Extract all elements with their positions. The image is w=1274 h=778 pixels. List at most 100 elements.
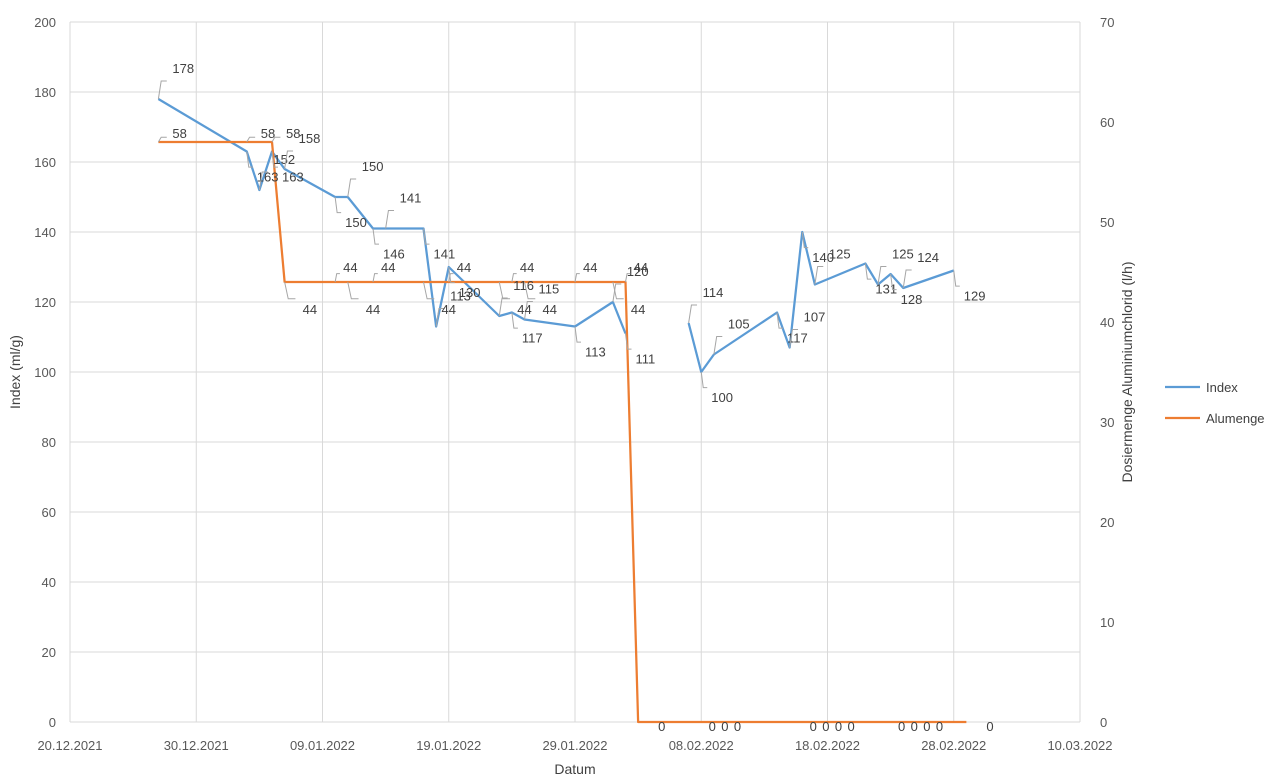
- label-leader-line: [448, 273, 454, 283]
- y-left-tick-label: 80: [42, 435, 56, 450]
- index-data-label: 150: [362, 159, 384, 174]
- index-data-label: 111: [636, 352, 656, 367]
- alumenge-data-label: 0: [898, 719, 905, 734]
- alumenge-data-label: 44: [343, 260, 357, 275]
- alumenge-data-label: 0: [986, 719, 993, 734]
- y-left-tick-label: 60: [42, 505, 56, 520]
- label-leader-line: [776, 312, 783, 329]
- alumenge-data-label: 44: [631, 302, 645, 317]
- y-left-tick-label: 180: [34, 85, 56, 100]
- index-data-label: 124: [917, 250, 939, 265]
- alumenge-data-label: 0: [709, 719, 716, 734]
- index-data-label: 141: [434, 247, 456, 262]
- index-data-label: 131: [875, 282, 897, 297]
- alumenge-data-label: 58: [261, 126, 275, 141]
- index-data-label: 116: [513, 278, 534, 293]
- label-leader-line: [574, 326, 581, 343]
- x-tick-label: 30.12.2021: [164, 738, 229, 753]
- y-left-tick-label: 140: [34, 225, 56, 240]
- index-data-label: 128: [901, 292, 923, 307]
- alumenge-data-label: 0: [911, 719, 918, 734]
- index-data-label: 146: [383, 247, 405, 262]
- alumenge-data-label: 0: [822, 719, 829, 734]
- index-data-label: 152: [273, 152, 295, 167]
- index-data-label: 141: [400, 191, 422, 206]
- index-data-label: 130: [459, 285, 481, 300]
- label-leader-line: [524, 281, 536, 300]
- alumenge-data-label: 0: [936, 719, 943, 734]
- index-data-label: 100: [711, 390, 733, 405]
- label-leader-line: [157, 80, 167, 100]
- label-leader-line: [713, 336, 723, 355]
- label-leader-line: [524, 301, 533, 320]
- label-leader-line: [574, 273, 580, 283]
- index-data-label: 107: [804, 310, 826, 325]
- x-tick-label: 29.01.2022: [542, 738, 607, 753]
- label-leader-line: [498, 281, 511, 300]
- label-leader-line: [334, 273, 340, 283]
- y-left-tick-label: 100: [34, 365, 56, 380]
- alumenge-data-label: 44: [543, 302, 557, 317]
- alumenge-data-label: 44: [517, 302, 531, 317]
- index-data-label: 125: [829, 247, 851, 262]
- alumenge-data-label: 44: [303, 302, 317, 317]
- label-leader-line: [877, 266, 887, 285]
- y-right-tick-label: 20: [1100, 515, 1114, 530]
- index-data-label: 158: [299, 131, 321, 146]
- alumenge-data-label: 44: [520, 260, 534, 275]
- label-leader-line: [864, 263, 872, 280]
- alumenge-data-label: 44: [457, 260, 471, 275]
- y-right-tick-label: 60: [1100, 115, 1114, 130]
- label-leader-line: [625, 333, 632, 350]
- alumenge-legend-label: Alumenge: [1206, 411, 1265, 426]
- y-left-tick-label: 120: [34, 295, 56, 310]
- index-legend-label: Index: [1206, 380, 1238, 395]
- label-leader-line: [435, 308, 445, 327]
- y-axis-left-title: Index (ml/g): [7, 335, 23, 409]
- label-leader-line: [953, 270, 960, 287]
- label-leader-line: [284, 281, 296, 300]
- x-tick-label: 19.01.2022: [416, 738, 481, 753]
- label-leader-line: [246, 151, 253, 168]
- y-left-tick-label: 200: [34, 15, 56, 30]
- alumenge-data-label: 44: [442, 302, 456, 317]
- legend: Index Alumenge: [1165, 380, 1265, 426]
- y-right-tick-label: 10: [1100, 615, 1114, 630]
- alumenge-data-label: 0: [658, 719, 665, 734]
- index-data-label: 163: [282, 170, 304, 185]
- index-data-label: 114: [703, 285, 724, 300]
- alumenge-data-label: 0: [848, 719, 855, 734]
- x-tick-label: 08.02.2022: [669, 738, 734, 753]
- alumenge-data-label: 0: [721, 719, 728, 734]
- y-right-tick-label: 70: [1100, 15, 1114, 30]
- label-leader-line: [385, 210, 395, 229]
- label-leader-line: [423, 228, 430, 245]
- label-leader-line: [511, 312, 518, 329]
- index-data-label: 129: [964, 289, 986, 304]
- label-leader-line: [372, 228, 379, 245]
- index-data-label: 117: [522, 331, 543, 346]
- alumenge-data-label: 58: [286, 126, 300, 141]
- index-data-label: 120: [627, 264, 649, 279]
- label-leader-line: [347, 281, 359, 300]
- label-leader-line: [789, 329, 799, 348]
- y-left-tick-label: 20: [42, 645, 56, 660]
- label-leader-line: [347, 178, 357, 198]
- y-right-tick-label: 0: [1100, 715, 1107, 730]
- index-data-label: 150: [345, 215, 367, 230]
- label-leader-line: [814, 266, 824, 285]
- alumenge-data-label: 44: [634, 260, 648, 275]
- series-lines: [157, 98, 967, 724]
- label-leader-line: [157, 136, 167, 143]
- x-tick-label: 28.02.2022: [921, 738, 986, 753]
- alumenge-data-label: 44: [583, 260, 597, 275]
- x-axis-title: Datum: [554, 761, 595, 777]
- label-leader-line: [498, 297, 508, 317]
- label-leader-line: [246, 136, 256, 143]
- alumenge-data-label: 58: [172, 126, 186, 141]
- label-leader-line: [334, 196, 342, 214]
- label-leader-line: [271, 136, 281, 143]
- index-series-line: [157, 98, 627, 334]
